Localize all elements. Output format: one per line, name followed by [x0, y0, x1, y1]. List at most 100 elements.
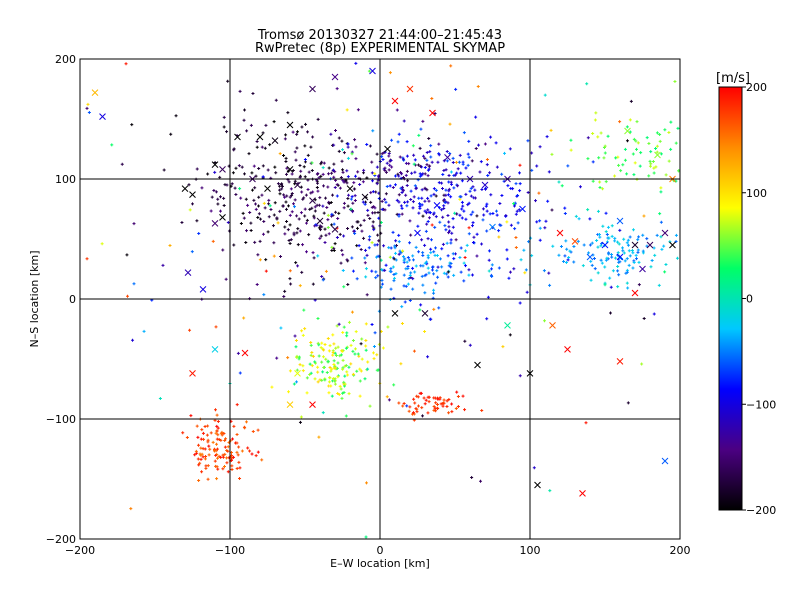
data-point	[468, 189, 472, 193]
data-point	[563, 206, 567, 210]
data-point	[321, 355, 325, 359]
data-point	[373, 331, 377, 335]
data-point	[388, 163, 392, 167]
data-point	[246, 203, 250, 207]
data-point	[627, 263, 631, 267]
data-point	[312, 256, 316, 260]
data-point	[610, 234, 614, 238]
data-point	[222, 432, 226, 436]
data-point	[332, 366, 336, 370]
data-point	[415, 394, 419, 398]
y-tick-label: −200	[46, 533, 76, 546]
data-point	[376, 254, 380, 258]
chart-title-line2: RwPretec (8p) EXPERIMENTAL SKYMAP	[255, 41, 505, 56]
data-point	[421, 264, 425, 268]
data-point	[373, 172, 377, 176]
data-point	[364, 275, 368, 279]
data-point	[634, 253, 638, 257]
data-point	[425, 150, 429, 154]
data-point	[460, 179, 464, 183]
data-point	[367, 238, 371, 242]
data-point	[421, 414, 425, 418]
data-point	[674, 141, 678, 145]
data-point	[513, 227, 517, 231]
data-point	[412, 162, 416, 166]
data-point	[394, 258, 398, 262]
colorbar-tick-label: 0	[746, 293, 753, 306]
data-point	[376, 211, 380, 215]
data-point	[514, 182, 518, 186]
data-point	[609, 311, 613, 315]
data-point	[491, 212, 495, 216]
data-point	[574, 214, 578, 218]
data-point	[489, 193, 493, 197]
data-point	[303, 157, 307, 161]
data-point	[441, 187, 445, 191]
data-point	[409, 189, 413, 193]
data-point	[545, 135, 549, 139]
data-point	[346, 196, 350, 200]
data-point	[307, 170, 311, 174]
data-point	[331, 351, 335, 355]
data-point	[188, 208, 192, 212]
data-point	[629, 99, 633, 103]
data-point	[476, 85, 480, 89]
data-point	[264, 123, 268, 127]
data-point	[434, 246, 438, 250]
data-point	[221, 248, 225, 252]
data-point	[632, 137, 636, 141]
colorbar-tick-label: −200	[746, 504, 776, 517]
data-point	[621, 246, 625, 250]
data-point	[243, 108, 247, 112]
data-point	[515, 209, 519, 213]
data-point	[250, 171, 254, 175]
data-point	[454, 406, 458, 410]
data-point	[226, 220, 230, 224]
data-point	[390, 138, 394, 142]
data-point	[485, 229, 489, 233]
data-point	[437, 142, 441, 146]
data-point	[625, 257, 629, 261]
data-point	[320, 378, 324, 382]
data-point	[626, 286, 630, 290]
data-point	[295, 146, 299, 150]
data-point	[458, 197, 462, 201]
data-point	[222, 115, 226, 119]
data-point	[288, 241, 292, 245]
data-point	[249, 221, 253, 225]
data-point	[376, 274, 380, 278]
data-point	[603, 265, 607, 269]
data-point	[237, 460, 241, 464]
data-point	[618, 228, 622, 232]
data-point	[326, 336, 330, 340]
data-point	[458, 195, 462, 199]
data-point	[559, 245, 563, 249]
data-point	[313, 377, 317, 381]
data-point	[442, 198, 446, 202]
data-point	[416, 404, 420, 408]
data-point	[215, 477, 219, 481]
data-point	[316, 341, 320, 345]
data-point	[514, 212, 518, 216]
data-point-x	[639, 265, 646, 273]
data-point	[330, 171, 334, 175]
data-point	[393, 183, 397, 187]
data-point	[463, 255, 467, 259]
data-point	[346, 175, 350, 179]
data-point	[338, 232, 342, 236]
data-point	[497, 235, 501, 239]
data-point	[564, 239, 568, 243]
data-point	[330, 223, 334, 227]
data-point-x	[331, 73, 339, 81]
data-point	[370, 179, 374, 183]
data-point	[362, 168, 366, 172]
data-point	[272, 241, 276, 245]
data-point	[364, 267, 368, 271]
data-point	[341, 367, 345, 371]
data-point	[322, 184, 326, 188]
data-point	[383, 268, 387, 272]
data-point	[215, 413, 219, 417]
data-point	[662, 244, 666, 248]
data-point	[380, 268, 384, 272]
data-point	[282, 295, 286, 299]
